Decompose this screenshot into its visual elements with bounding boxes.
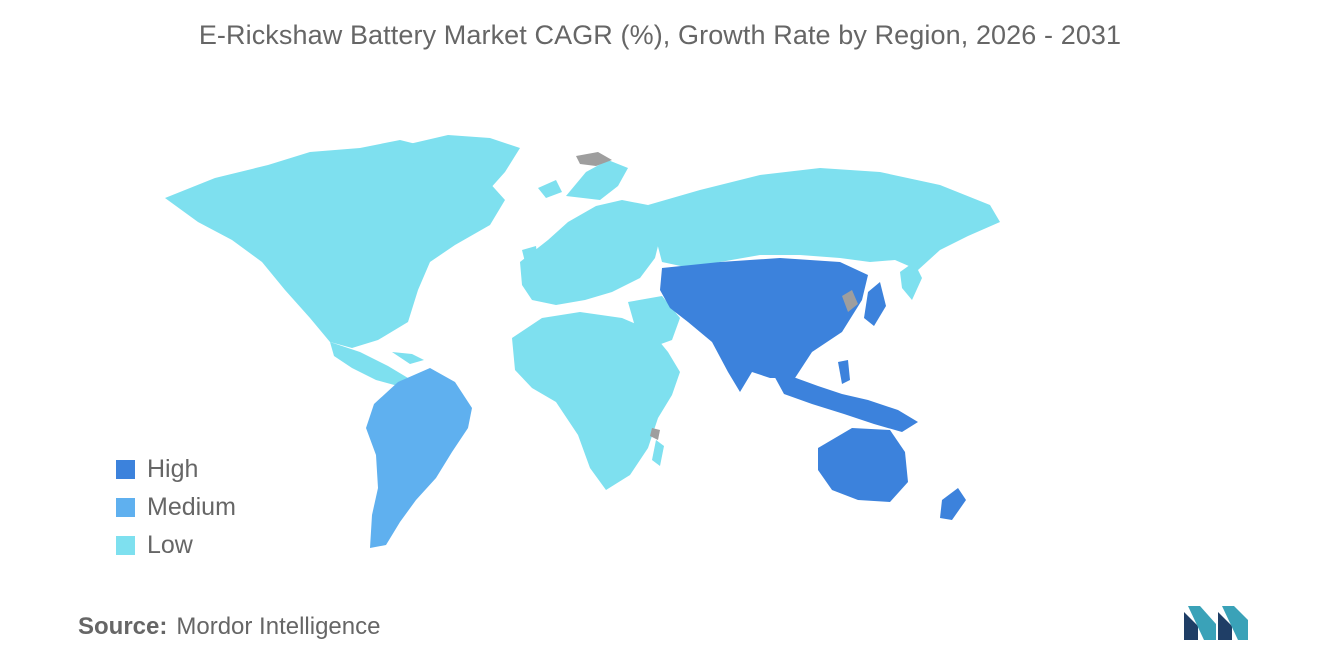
legend-item-low: Low	[116, 526, 236, 564]
mordor-intelligence-logo	[1184, 606, 1248, 640]
region-no-data	[576, 152, 858, 440]
source-value: Mordor Intelligence	[176, 613, 381, 640]
source-key: Source:	[78, 613, 168, 640]
chart-title: E-Rickshaw Battery Market CAGR (%), Grow…	[198, 20, 1122, 50]
legend-item-medium: Medium	[116, 488, 236, 526]
region-asia-pacific	[660, 258, 966, 520]
legend-swatch-low	[116, 535, 135, 555]
region-middle-east-africa	[512, 296, 680, 490]
region-north-america	[165, 135, 520, 386]
region-europe	[520, 160, 662, 305]
region-south-america	[366, 368, 472, 548]
legend-item-high: High	[116, 450, 236, 488]
legend-swatch-medium	[116, 497, 135, 517]
legend: High Medium Low	[116, 450, 236, 564]
source-line: Source: Mordor Intelligence	[78, 613, 380, 641]
region-russia	[648, 168, 1000, 300]
legend-label-medium: Medium	[147, 492, 236, 521]
legend-label-high: High	[147, 454, 199, 483]
legend-label-low: Low	[147, 530, 193, 559]
legend-swatch-high	[116, 459, 135, 479]
